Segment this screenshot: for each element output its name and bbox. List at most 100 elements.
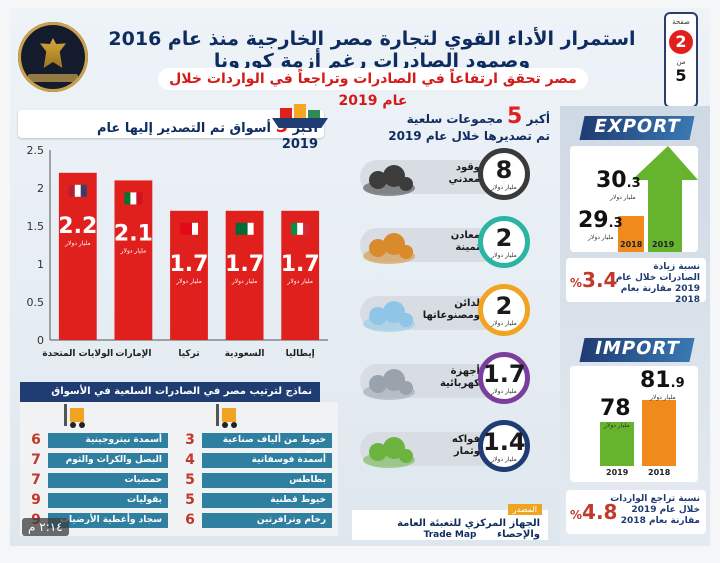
egypt-cabinet-logo: [18, 22, 88, 92]
rank-product-name: حمضيات: [48, 472, 168, 488]
rank-product-name: رخام وترافرتين: [202, 512, 332, 528]
import-bars: [600, 400, 676, 466]
rank-product-name: خيوط من ألياف صناعية وتركيبية: [202, 432, 332, 460]
group-unit: مليار دولار: [491, 456, 517, 463]
bar-unit-label: مليار دولار: [64, 240, 91, 247]
import-2018-value: 81.9: [640, 368, 685, 393]
ranking-row: 5 خيوط قطنية: [178, 492, 332, 508]
source-box: المصدر الجهاز المركزي للتعبئة العامة وال…: [352, 504, 548, 540]
import-year-2019: 2019: [606, 468, 629, 477]
rank-product-name: بطاطس: [202, 472, 332, 488]
commodity-group: لدائن ومصنوعاتها 2 مليار دولار: [340, 284, 550, 340]
source-label: المصدر: [507, 504, 542, 515]
group-name: فواكه وثمار: [451, 434, 480, 457]
fuel-barrels-icon: [360, 154, 418, 198]
export-2019-value: 30.3: [596, 168, 641, 193]
bar-unit-label: مليار دولار: [175, 278, 202, 285]
fruits-vegetables-icon: [360, 426, 418, 470]
page-label: صفحة: [672, 18, 690, 26]
group-unit: مليار دولار: [491, 388, 517, 395]
ranking-row: 5 بطاطس: [178, 472, 332, 488]
y-tick-label: 2.5: [27, 144, 45, 157]
page-subtitle: مصر تحقق ارتفاعاً في الصادرات وتراجعاً ف…: [158, 68, 588, 109]
electrical-appliances-icon: [360, 358, 418, 402]
ranking-row: 6 أسمدة نيتروجينية: [24, 432, 168, 448]
source-line1: الجهاز المركزي للتعبئة العامة والإحصاء: [397, 518, 540, 540]
rank-number: 9: [31, 492, 41, 508]
ranking-row: 3 خيوط من ألياف صناعية وتركيبية: [178, 432, 332, 460]
ranking-row: 4 أسمدة فوسفاتية: [178, 452, 332, 468]
group-value-circle: 2 مليار دولار: [478, 216, 530, 268]
commodity-group: فواكه وثمار 1.4 مليار دولار: [340, 420, 550, 476]
bar-unit-label: مليار دولار: [286, 278, 313, 285]
export-change-text: نسبة زيادة الصادرات خلال عام 2019 مقارنة…: [615, 262, 700, 305]
export-change-pct: %3.4: [570, 268, 618, 292]
rank-number: 7: [31, 452, 41, 468]
groups-heading-line2: تم تصديرها خلال عام 2019: [388, 129, 550, 143]
bar-unit-label: مليار دولار: [120, 247, 147, 254]
page-title: استمرار الأداء القوي لتجارة مصر الخارجية…: [108, 28, 636, 72]
import-2019-unit: مليار دولار: [604, 422, 630, 429]
bar-value-label: 1.7: [225, 252, 264, 277]
groups-rest: مجموعات سلعية: [406, 112, 503, 126]
gold-nuggets-icon: [360, 222, 418, 266]
ranking-row: 7 البصل والكراث والثوم: [24, 452, 168, 468]
category-label: إيطاليا: [286, 349, 315, 359]
group-unit: مليار دولار: [491, 184, 517, 191]
rank-product-name: خيوط قطنية: [202, 492, 332, 508]
status-time: ٢:١٤ م: [22, 518, 69, 536]
top-markets-rest: أسواق تم التصدير إليها عام 2019: [97, 121, 318, 152]
y-tick-label: 2: [37, 182, 44, 195]
y-tick-label: 1.5: [27, 220, 45, 233]
group-value: 1.4: [483, 428, 526, 456]
rank-product-name: سجاد وأغطية الأرضيات: [48, 512, 168, 528]
import-change-text: نسبة تراجع الواردات خلال عام 2019 مقارنة…: [610, 494, 700, 526]
import-change-card: %4.8 نسبة تراجع الواردات خلال عام 2019 م…: [566, 490, 706, 534]
page-total: 5: [675, 66, 687, 85]
bar-value-label: 2.2: [58, 214, 97, 239]
infographic-page: استمرار الأداء القوي لتجارة مصر الخارجية…: [10, 8, 710, 546]
saudi-flag-icon: [235, 222, 254, 235]
rank-product-name: أسمدة نيتروجينية: [48, 432, 168, 448]
export-year-2019: 2019: [652, 240, 675, 249]
bar: [58, 172, 97, 340]
rank-product-name: أسمدة فوسفاتية: [202, 452, 332, 468]
import-card: 81.9 مليار دولار 78 مليار دولار 2019 201…: [570, 366, 698, 482]
ranking-row: 9 بقوليات: [24, 492, 168, 508]
bar-value-label: 1.7: [170, 252, 209, 277]
ranking-row: 6 رخام وترافرتين: [178, 512, 332, 528]
rank-number: 7: [31, 472, 41, 488]
export-2018-unit: مليار دولار: [588, 234, 614, 241]
groups-number: 5: [507, 104, 523, 129]
group-name: وقود معدني: [448, 162, 480, 185]
plastic-bottles-icon: [360, 290, 418, 334]
ranking-row: 7 حمضيات: [24, 472, 168, 488]
groups-prefix: أكبر: [526, 112, 550, 126]
export-year-2018: 2018: [620, 240, 643, 249]
logo-band: [28, 74, 78, 82]
export-card: 30.3 مليار دولار 29.3 مليار دولار 2018 2…: [570, 146, 698, 252]
forklift-icon: [216, 404, 242, 428]
group-unit: مليار دولار: [491, 320, 517, 327]
group-value-circle: 8 مليار دولار: [478, 148, 530, 200]
ranking-heading: نماذج لترتيب مصر في الصادرات السلعية في …: [20, 382, 320, 417]
y-tick-label: 1: [37, 258, 44, 271]
export-growth-arrow-icon: [618, 146, 698, 252]
group-unit: مليار دولار: [491, 252, 517, 259]
bar: [114, 180, 153, 340]
group-value-circle: 2 مليار دولار: [478, 284, 530, 336]
rank-product-name: البصل والكراث والثوم: [48, 452, 168, 468]
page-of-label: من: [676, 58, 686, 66]
italy-flag-icon: [291, 222, 310, 235]
rank-product-name: بقوليات: [48, 492, 168, 508]
cargo-ship-icon: [272, 102, 328, 128]
groups-heading: أكبر 5 مجموعات سلعية تم تصديرها خلال عام…: [340, 104, 550, 143]
group-value: 8: [495, 156, 513, 184]
rank-number: 6: [31, 432, 41, 448]
commodity-group: معادن ثمينة 2 مليار دولار: [340, 216, 550, 272]
rank-number: 3: [185, 432, 195, 448]
trade-summary-panel: EXPORT 30.3 مليار دولار 29.3 مليار دولار…: [560, 106, 710, 546]
rank-number: 4: [185, 452, 195, 468]
bar-unit-label: مليار دولار: [231, 278, 258, 285]
